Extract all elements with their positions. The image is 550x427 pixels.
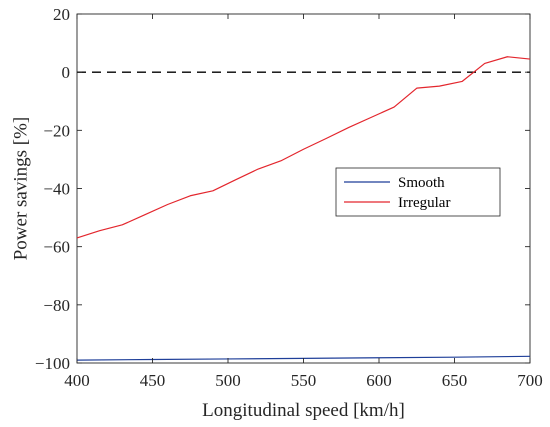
x-tick-label: 650 <box>442 371 468 390</box>
x-tick-label: 450 <box>140 371 166 390</box>
legend: Smooth Irregular <box>335 167 501 217</box>
y-tick-label: 0 <box>62 63 71 82</box>
y-tick-label: −60 <box>43 238 70 257</box>
axis-ticks <box>76 13 531 364</box>
y-axis-title: Power savings [%] <box>10 117 31 261</box>
x-tick-label: 700 <box>517 371 543 390</box>
x-tick-label: 500 <box>215 371 241 390</box>
y-tick-label: −100 <box>35 354 70 373</box>
x-axis-title: Longitudinal speed [km/h] <box>202 400 405 421</box>
x-tick-label: 550 <box>291 371 317 390</box>
y-tick-label: −40 <box>43 180 70 199</box>
y-tick-label: −20 <box>43 121 70 140</box>
y-tick-label: −80 <box>43 296 70 315</box>
tick-labels: 400 450 500 550 600 650 700 −100 −80 −60 −40 −20 0 20 <box>35 5 543 390</box>
legend-label-smooth: Smooth <box>398 175 445 191</box>
y-tick-label: 20 <box>53 5 70 24</box>
series-line-irregular <box>76 56 531 239</box>
legend-box <box>335 167 501 217</box>
x-tick-label: 400 <box>64 371 90 390</box>
legend-label-irregular: Irregular <box>398 195 450 211</box>
x-tick-label: 600 <box>366 371 392 390</box>
